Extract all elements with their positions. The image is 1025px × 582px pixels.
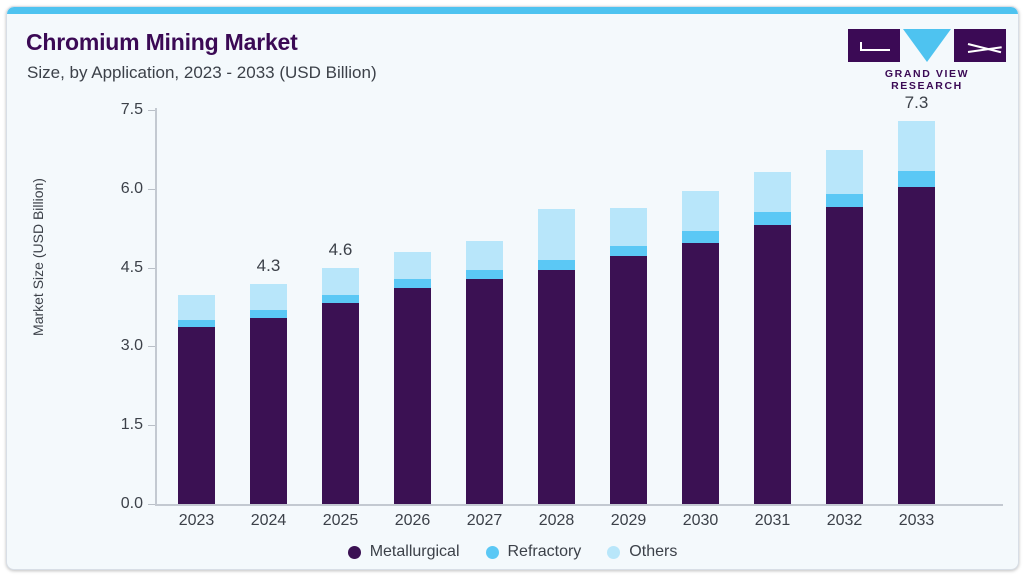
y-axis-tick-label: 0.0 xyxy=(120,495,143,512)
bar-segment-refractory[interactable] xyxy=(610,245,647,257)
bar-segment-refractory[interactable] xyxy=(682,231,719,243)
accent-top-bar xyxy=(7,7,1018,14)
y-axis-tick-mark xyxy=(148,188,155,190)
y-axis-tick-label: 7.5 xyxy=(120,101,143,118)
bar-segment-refractory[interactable] xyxy=(178,320,215,327)
bar-column[interactable] xyxy=(826,110,863,504)
bar-segment-metallurgical[interactable] xyxy=(538,269,575,504)
bar-chart-plot: Market Size (USD Billion) 0.0 1.5 3.0 4.5 6.… xyxy=(7,7,1018,569)
x-axis-tick-label: 2025 xyxy=(322,512,359,529)
bar-segment-others[interactable] xyxy=(250,283,287,311)
bar-column[interactable] xyxy=(322,110,359,504)
bar-segment-others[interactable] xyxy=(682,191,719,232)
y-axis-tick-label: 1.5 xyxy=(120,416,143,434)
legend-swatch-icon xyxy=(347,545,361,559)
bar-segment-refractory[interactable] xyxy=(466,270,503,280)
y-axis-tick-mark xyxy=(148,425,155,427)
logo-block-right-icon xyxy=(954,29,1006,62)
bar-segment-others[interactable] xyxy=(898,120,935,172)
bar-segment-metallurgical[interactable] xyxy=(250,317,287,504)
x-axis-tick-label: 2033 xyxy=(898,512,935,529)
bar-segment-refractory[interactable] xyxy=(250,310,287,318)
logo-text: GRAND VIEW RESEARCH xyxy=(884,68,970,92)
bar-segment-refractory[interactable] xyxy=(394,279,431,288)
bar-column[interactable] xyxy=(466,110,503,504)
bar-segment-others[interactable] xyxy=(538,208,575,261)
logo-triangle-icon xyxy=(903,29,951,62)
x-axis-line xyxy=(155,504,1003,506)
bar-column[interactable] xyxy=(682,110,719,504)
y-axis-tick-mark xyxy=(148,346,155,348)
page-subtitle: Size, by Application, 2023 - 2033 (USD B… xyxy=(27,63,377,82)
bar-column[interactable] xyxy=(538,110,575,504)
y-axis-tick-label: 6.0 xyxy=(120,179,143,197)
legend-item-refractory[interactable]: Refractory xyxy=(485,543,582,561)
legend-item-others[interactable]: Others xyxy=(607,543,677,561)
y-axis-tick-mark xyxy=(148,504,155,505)
x-axis-tick-label: 2026 xyxy=(394,512,431,529)
bar-segment-others[interactable] xyxy=(322,268,359,296)
x-axis-tick-label: 2024 xyxy=(250,512,287,529)
legend-label: Metallurgical xyxy=(369,543,460,560)
bar-segment-others[interactable] xyxy=(178,294,215,321)
y-axis-line xyxy=(155,108,157,505)
bar-segment-refractory[interactable] xyxy=(322,295,359,304)
bar-segment-others[interactable] xyxy=(610,208,647,246)
bar-segment-refractory[interactable] xyxy=(898,171,935,187)
legend-label: Others xyxy=(629,543,678,560)
bar-segment-metallurgical[interactable] xyxy=(394,287,431,504)
bar-segment-metallurgical[interactable] xyxy=(610,256,647,504)
bar-segment-others[interactable] xyxy=(394,251,431,280)
legend-item-metallurgical[interactable]: Metallurgical xyxy=(347,543,460,561)
bar-segment-others[interactable] xyxy=(754,172,791,212)
x-axis-tick-label: 2027 xyxy=(466,512,503,529)
bar-segment-metallurgical[interactable] xyxy=(322,303,359,504)
bar-column[interactable] xyxy=(754,110,791,504)
x-axis-tick-label: 2031 xyxy=(754,512,791,529)
bar-column[interactable] xyxy=(394,110,431,504)
y-axis-tick-mark xyxy=(148,110,155,111)
bar-segment-others[interactable] xyxy=(826,149,863,194)
y-axis-title: Market Size (USD Billion) xyxy=(30,178,46,336)
bar-segment-metallurgical[interactable] xyxy=(178,326,215,504)
x-axis-tick-label: 2023 xyxy=(178,512,215,529)
bar-segment-metallurgical[interactable] xyxy=(898,186,935,504)
y-axis-tick-label: 4.5 xyxy=(120,258,143,276)
x-axis-tick-label: 2029 xyxy=(610,512,647,529)
legend-swatch-icon xyxy=(607,545,621,559)
y-axis-tick-mark xyxy=(148,267,155,269)
bar-segment-refractory[interactable] xyxy=(826,193,863,208)
bar-segment-others[interactable] xyxy=(466,241,503,271)
chart-legend: Metallurgical Refractory Others xyxy=(7,543,1018,561)
bar-column[interactable] xyxy=(178,110,215,504)
bar-segment-metallurgical[interactable] xyxy=(826,207,863,504)
bar-segment-metallurgical[interactable] xyxy=(466,279,503,504)
x-axis-tick-label: 2032 xyxy=(826,512,863,529)
chart-card: Chromium Mining Market Size, by Applicat… xyxy=(6,6,1019,570)
bar-value-label: 4.6 xyxy=(328,240,353,260)
bar-column[interactable] xyxy=(250,110,287,504)
bar-segment-refractory[interactable] xyxy=(538,260,575,270)
brand-logo: GRAND VIEW RESEARCH xyxy=(848,29,1006,92)
x-axis-tick-label: 2030 xyxy=(682,512,719,529)
bar-column[interactable] xyxy=(898,110,935,504)
logo-block-left-icon xyxy=(848,29,900,62)
bar-column[interactable] xyxy=(610,110,647,504)
logo-marks xyxy=(848,29,1006,63)
legend-label: Refractory xyxy=(507,543,582,560)
x-axis-tick-label: 2028 xyxy=(538,512,575,529)
bar-value-label: 4.3 xyxy=(256,255,281,275)
bar-segment-metallurgical[interactable] xyxy=(754,224,791,504)
bar-segment-metallurgical[interactable] xyxy=(682,242,719,504)
bar-value-label: 7.3 xyxy=(904,92,929,112)
page-title: Chromium Mining Market xyxy=(26,29,298,55)
legend-swatch-icon xyxy=(485,545,499,559)
y-axis-tick-label: 3.0 xyxy=(120,337,143,355)
bar-segment-refractory[interactable] xyxy=(754,211,791,225)
